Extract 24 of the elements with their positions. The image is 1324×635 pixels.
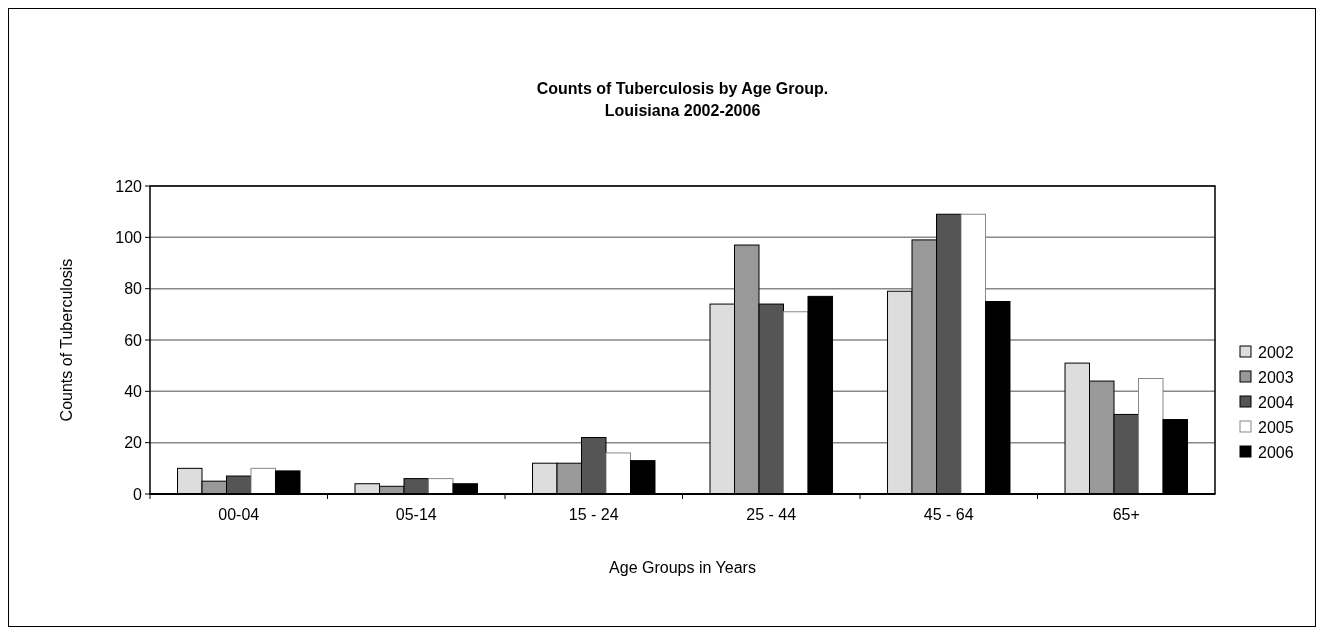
y-tick-label: 80 bbox=[124, 280, 143, 298]
bar bbox=[250, 467, 276, 495]
y-tick-label: 100 bbox=[115, 228, 143, 246]
legend-label: 2005 bbox=[1258, 418, 1294, 436]
x-tick-label: 05-14 bbox=[395, 506, 437, 523]
y-tick-label: 40 bbox=[124, 382, 143, 400]
x-tick-label: 45 - 64 bbox=[923, 506, 974, 523]
legend-label: 2004 bbox=[1258, 393, 1294, 411]
legend-label: 2003 bbox=[1258, 368, 1294, 386]
bar bbox=[605, 452, 631, 495]
x-tick-label: 00-04 bbox=[218, 506, 260, 523]
x-tick-label: 65+ bbox=[1112, 506, 1140, 523]
y-tick-label: 60 bbox=[124, 331, 143, 349]
x-axis-title: Age Groups in Years bbox=[609, 559, 756, 576]
y-tick-label: 0 bbox=[133, 485, 143, 503]
legend-label: 2006 bbox=[1258, 443, 1294, 461]
chart-title: Counts of Tuberculosis by Age Group. Louisiana 2002-2006 bbox=[536, 80, 829, 119]
y-tick-label: 20 bbox=[124, 434, 143, 452]
y-axis-title: Counts of Tuberculosis bbox=[58, 258, 75, 422]
x-tick-label: 15 - 24 bbox=[568, 506, 619, 523]
legend-label: 2002 bbox=[1258, 343, 1294, 361]
y-tick-label: 120 bbox=[115, 177, 143, 195]
bar bbox=[783, 311, 809, 495]
x-tick-label: 25 - 44 bbox=[746, 506, 797, 523]
